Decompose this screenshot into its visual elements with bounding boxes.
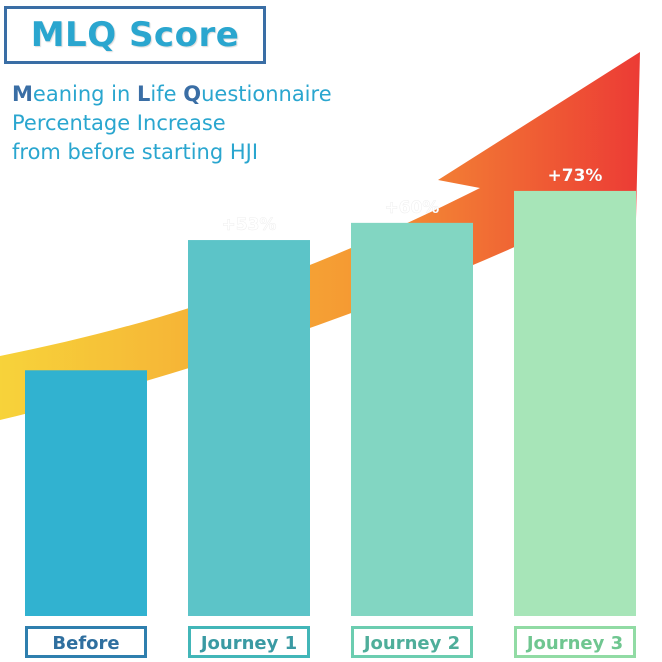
bar-2 — [351, 222, 473, 616]
data-label-2: +60% — [385, 198, 440, 218]
category-label-box-2 — [351, 626, 473, 658]
bar-3 — [514, 190, 636, 616]
category-label-3: Journey 3 — [525, 633, 623, 654]
category-label-2: Journey 2 — [362, 633, 460, 654]
category-label-box-1 — [188, 626, 310, 658]
category-label-box-3 — [514, 626, 636, 658]
subtitle-line-2: Percentage Increase — [12, 111, 226, 135]
category-label-1: Journey 1 — [199, 633, 297, 654]
category-label-0: Before — [52, 633, 119, 654]
chart-title-box: MLQ Score — [4, 6, 266, 64]
chart-subtitle: Meaning in Life Questionnaire Percentage… — [12, 80, 372, 167]
data-label-1: +53% — [222, 215, 277, 235]
bar-1 — [188, 240, 310, 617]
bar-0 — [25, 370, 147, 616]
subtitle-line-1: Meaning in Life Questionnaire — [12, 82, 332, 106]
chart-title: MLQ Score — [30, 15, 240, 55]
trend-arrow — [0, 52, 640, 420]
category-label-box-0 — [25, 626, 147, 658]
data-label-3: +73% — [548, 166, 603, 186]
subtitle-line-3: from before starting HJI — [12, 140, 259, 164]
